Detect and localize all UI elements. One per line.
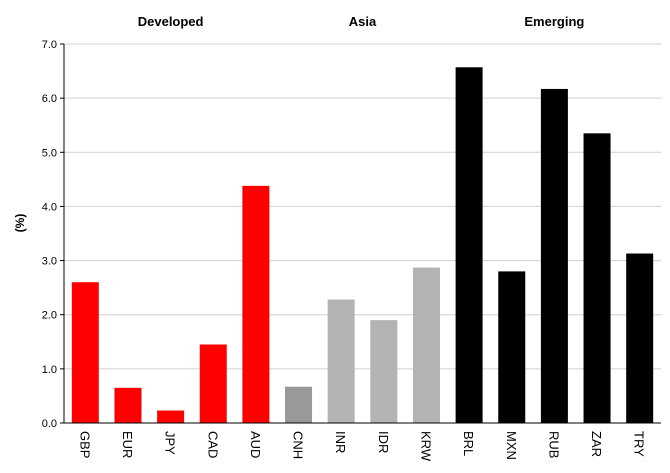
x-tick-label: JPY bbox=[163, 431, 178, 455]
x-tick-label: INR bbox=[333, 431, 348, 453]
y-tick-label: 6.0 bbox=[42, 93, 57, 105]
x-tick-label: TRY bbox=[632, 431, 647, 457]
bar-cnh bbox=[285, 386, 313, 423]
axes bbox=[60, 43, 661, 424]
y-tick-label: 5.0 bbox=[42, 147, 57, 159]
x-tick-label: GBP bbox=[77, 431, 92, 458]
bar-krw bbox=[412, 267, 440, 423]
y-tick-label: 4.0 bbox=[42, 201, 57, 213]
bar-aud bbox=[242, 185, 270, 423]
bar-jpy bbox=[157, 410, 185, 423]
bar-brl bbox=[455, 67, 483, 423]
bar-inr bbox=[327, 299, 355, 423]
bar-mxn bbox=[498, 271, 526, 423]
y-tick-label: 1.0 bbox=[42, 364, 57, 376]
y-tick-label: 7.0 bbox=[42, 39, 57, 51]
x-tick-label: ZAR bbox=[589, 431, 604, 457]
x-tick-label: EUR bbox=[120, 431, 135, 458]
x-tick-label: AUD bbox=[248, 431, 263, 458]
bar-try bbox=[626, 253, 654, 423]
bar-zar bbox=[583, 133, 611, 423]
bar-eur bbox=[114, 387, 142, 423]
y-tick-label: 0.0 bbox=[42, 418, 57, 430]
y-tick-labels: 0.0 1.0 2.0 3.0 4.0 5.0 6.0 7.0 bbox=[42, 39, 57, 430]
x-tick-label: BRL bbox=[461, 431, 476, 456]
bars bbox=[71, 67, 654, 423]
y-tick-label: 2.0 bbox=[42, 310, 57, 322]
x-tick-label: RUB bbox=[546, 431, 561, 458]
y-tick-label: 3.0 bbox=[42, 256, 57, 268]
y-axis-label: (%) bbox=[13, 214, 27, 233]
x-tick-label: MXN bbox=[504, 431, 519, 460]
group-titles: Developed Asia Emerging bbox=[138, 14, 585, 29]
x-tick-label: CAD bbox=[205, 431, 220, 458]
x-tick-label: CNH bbox=[291, 431, 306, 459]
bar-idr bbox=[370, 320, 398, 423]
group-title-asia: Asia bbox=[349, 14, 377, 29]
group-title-emerging: Emerging bbox=[524, 14, 584, 29]
x-tick-label: KRW bbox=[418, 431, 433, 462]
bar-gbp bbox=[71, 282, 99, 423]
x-tick-labels: GBP EUR JPY CAD AUD CNH INR IDR KRW BRL MXN RUB ZAR T… bbox=[77, 431, 646, 462]
gridlines bbox=[64, 43, 661, 370]
bar-rub bbox=[540, 88, 568, 423]
bar-cad bbox=[199, 344, 227, 423]
x-tick-label: IDR bbox=[376, 431, 391, 453]
group-title-developed: Developed bbox=[138, 14, 204, 29]
